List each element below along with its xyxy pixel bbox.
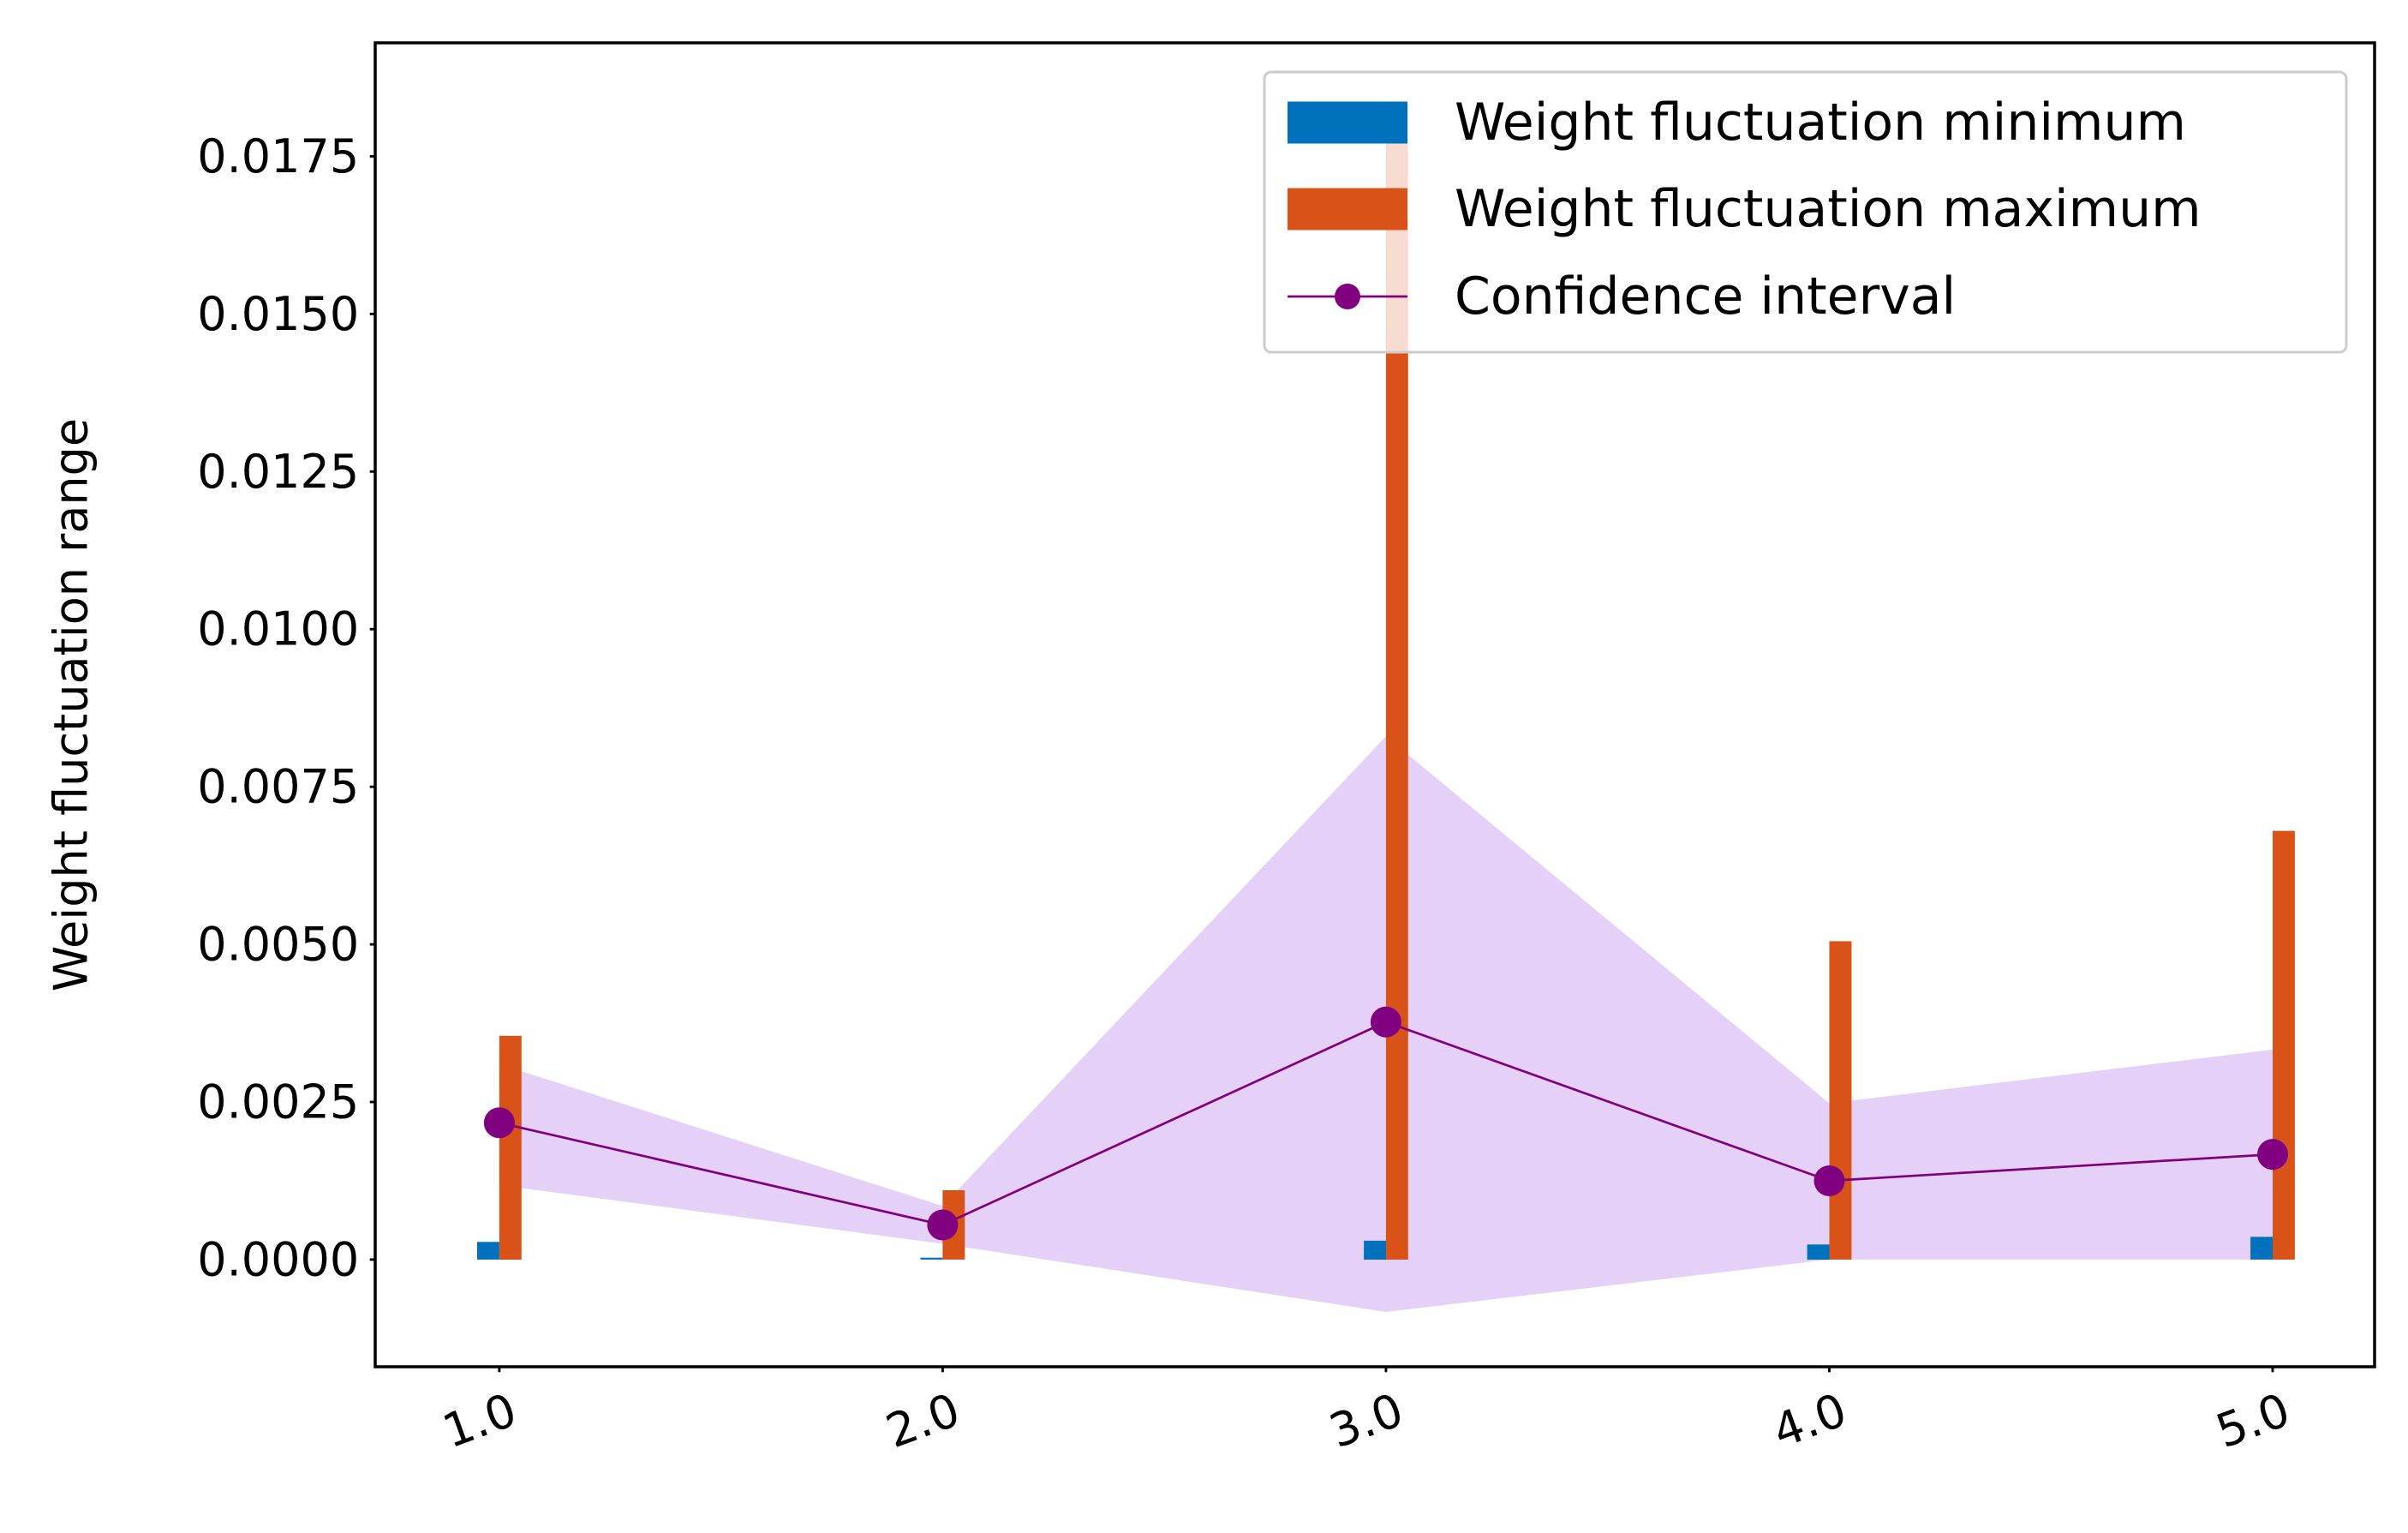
confidence-marker-5.0 (2257, 1139, 2288, 1171)
legend-box (1263, 70, 2348, 354)
y-axis-label: Weight fluctuation range (45, 418, 99, 991)
y-tick-label: 0.0125 (197, 445, 359, 499)
bar-maximum-4.0 (1829, 941, 1852, 1260)
y-tick-label: 0.0025 (197, 1075, 359, 1129)
y-tick-label: 0.0150 (197, 287, 359, 341)
legend-marker-confidence (1335, 284, 1360, 309)
y-tick-label: 0.0075 (197, 760, 359, 814)
bar-minimum-2.0 (920, 1257, 943, 1260)
plot-frame (373, 41, 2376, 1368)
legend-label-confidence: Confidence interval (1455, 266, 1956, 326)
bar-minimum-1.0 (477, 1242, 499, 1260)
confidence-marker-4.0 (1813, 1165, 1845, 1196)
confidence-marker-2.0 (927, 1209, 959, 1241)
legend-swatch-minimum (1288, 101, 1407, 144)
bar-maximum-5.0 (2273, 830, 2295, 1260)
legend-label-minimum: Weight fluctuation minimum (1455, 93, 2186, 153)
legend-swatch-maximum (1288, 188, 1407, 231)
x-axis-ticks: 1.0 2.0 3.0 4.0 5.0 (436, 1367, 2297, 1458)
bar-minimum-4.0 (1807, 1244, 1830, 1260)
line-layer (483, 1006, 2288, 1241)
legend: Weight fluctuation minimum Weight fluctu… (1263, 70, 2348, 354)
y-axis-ticks: 0.0000 0.0025 0.0050 0.0075 0.0100 0.0125 0.01… (197, 129, 375, 1286)
confidence-marker-3.0 (1370, 1006, 1401, 1038)
bar-minimum-5.0 (2250, 1237, 2273, 1260)
legend-label-maximum: Weight fluctuation maximum (1455, 179, 2202, 239)
confidence-marker-1.0 (483, 1107, 515, 1139)
bar-maximum-1.0 (499, 1035, 522, 1260)
y-tick-label: 0.0175 (197, 129, 359, 183)
y-tick-label: 0.0000 (197, 1232, 359, 1286)
y-tick-label: 0.0100 (197, 602, 359, 656)
bar-minimum-3.0 (1364, 1240, 1386, 1260)
y-tick-label: 0.0050 (197, 918, 359, 972)
